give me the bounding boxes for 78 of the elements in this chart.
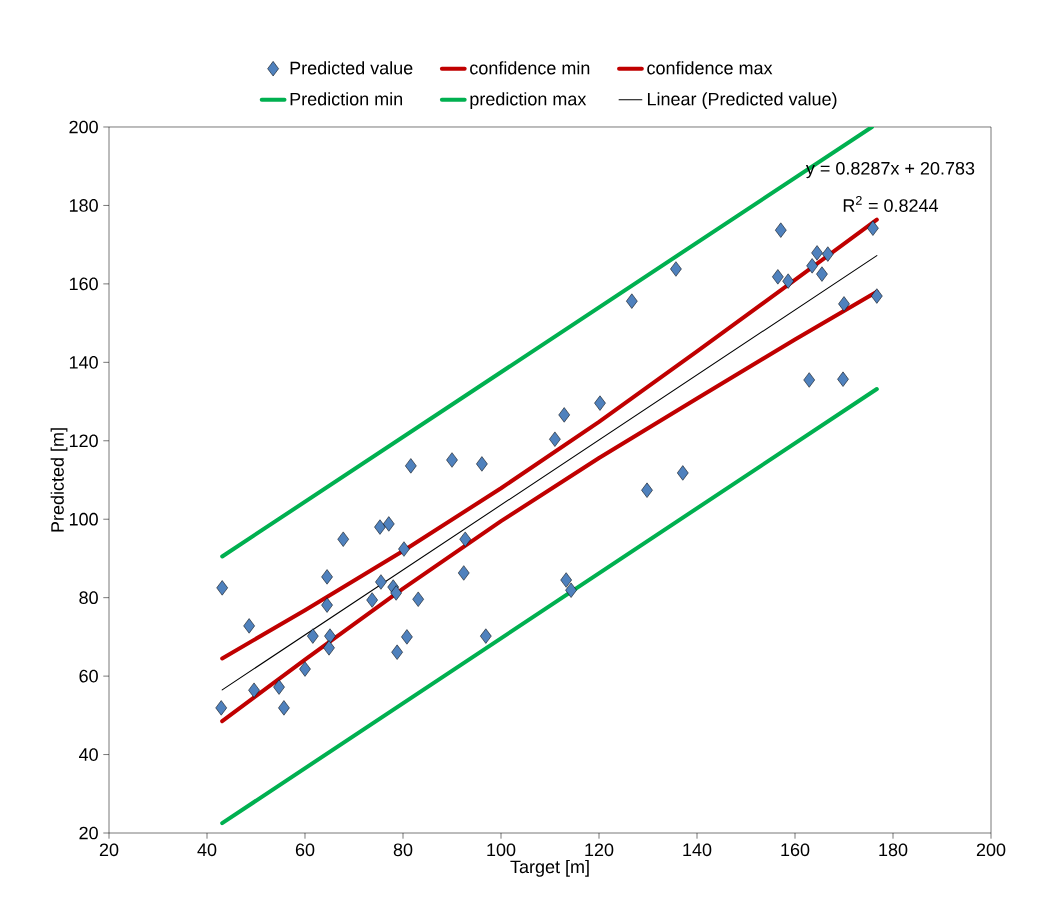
annotation: R$^{2}$ = 0.8244 (843, 195, 939, 212)
legend-label: confidence max (647, 61, 773, 75)
point (405, 458, 417, 474)
point (670, 261, 682, 277)
point (677, 465, 689, 481)
point (626, 293, 638, 309)
x-tick-label: 20 (99, 843, 119, 857)
point (811, 245, 823, 261)
x-tick-label: 140 (683, 843, 712, 857)
point (324, 628, 336, 644)
point (822, 246, 834, 262)
point (401, 629, 413, 645)
x-tick-label: 80 (393, 843, 413, 857)
point (215, 700, 227, 716)
point (560, 572, 572, 588)
x-axis-title: Target [m] (510, 859, 589, 877)
point (837, 371, 849, 387)
point (323, 640, 335, 656)
point (337, 531, 349, 547)
y-tick-label: 160 (69, 277, 98, 291)
x-tick-label: 40 (197, 843, 217, 857)
point (374, 519, 386, 535)
point (565, 582, 577, 598)
point (412, 591, 424, 607)
point (307, 628, 319, 644)
x-tick-label: 100 (487, 843, 516, 857)
legend-label: prediction max (470, 92, 587, 110)
x-tick-label: 180 (879, 843, 908, 857)
point (248, 682, 260, 698)
y-tick-label: 60 (79, 669, 98, 683)
point (446, 452, 458, 468)
point (457, 565, 470, 581)
point (641, 482, 653, 498)
point (273, 679, 285, 695)
point (594, 395, 606, 411)
point (390, 585, 402, 601)
point (803, 372, 815, 388)
point (383, 516, 395, 532)
y-tick-label: 80 (79, 591, 98, 605)
y-tick-label: 40 (78, 748, 98, 761)
y-tick-label: 20 (79, 826, 98, 840)
y-tick-label: 140 (69, 355, 98, 369)
point (782, 273, 794, 289)
y-tick-label: 180 (69, 199, 98, 212)
point (321, 569, 333, 585)
point (243, 618, 255, 634)
legend-label: Prediction min (290, 92, 403, 106)
y-tick-label: 120 (69, 434, 98, 448)
point (867, 220, 879, 236)
y-tick-label: 200 (69, 120, 98, 134)
legend-label: confidence min (470, 61, 590, 75)
point (391, 644, 403, 660)
point (772, 269, 784, 285)
x-tick-label: 120 (585, 843, 614, 857)
x-tick-label: 200 (976, 843, 1006, 857)
x-tick-label: 60 (295, 843, 315, 857)
point (806, 258, 818, 274)
y-axis-title: Predicted [m] (50, 428, 68, 532)
point (816, 266, 828, 282)
point (549, 431, 561, 447)
point (366, 592, 378, 608)
point (321, 597, 333, 613)
point (558, 407, 570, 423)
point (375, 574, 387, 590)
x-tick-label: 160 (781, 843, 810, 857)
point (480, 628, 492, 644)
point (459, 531, 471, 547)
point (775, 222, 787, 238)
point (216, 580, 228, 596)
point (476, 456, 488, 472)
point (278, 700, 290, 716)
point (838, 296, 850, 312)
legend-label: Predicted value (290, 61, 413, 75)
legend-label: Linear (Predicted value) (647, 92, 837, 109)
point (299, 661, 311, 677)
y-tick-label: 100 (69, 512, 98, 526)
point (398, 541, 410, 557)
point (871, 288, 883, 304)
